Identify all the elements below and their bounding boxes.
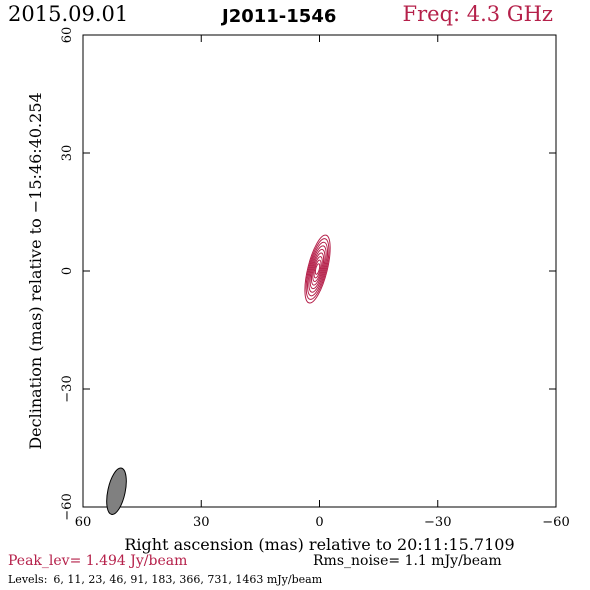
contour-level [304, 234, 331, 304]
x-tick-label: 0 [315, 515, 323, 530]
x-tick-label: −30 [424, 515, 451, 530]
contour-level [310, 252, 325, 286]
levels-label: Levels: [8, 573, 48, 586]
contour-level [307, 241, 329, 297]
contour-level [309, 248, 326, 290]
contour-level [314, 263, 321, 275]
levels-values: 6, 11, 23, 46, 91, 183, 366, 731, 1463 m… [53, 573, 323, 586]
x-tick-label: 60 [75, 515, 92, 530]
rms-noise: Rms_noise= 1.1 mJy/beam [313, 553, 502, 569]
contour-level [313, 259, 322, 279]
y-tick-label: 60 [60, 27, 75, 44]
y-tick-label: 0 [60, 267, 75, 275]
beam-shape [106, 467, 127, 515]
x-tick-label: −60 [542, 515, 569, 530]
y-tick-label: −60 [60, 493, 75, 520]
contour-levels: Levels: 6, 11, 23, 46, 91, 183, 366, 731,… [8, 573, 322, 586]
contour-level [305, 238, 330, 300]
contour-level [312, 256, 323, 282]
y-tick-label: −30 [60, 375, 75, 402]
source-name: J2011-1546 [222, 6, 337, 27]
frequency-label: Freq: 4.3 GHz [402, 2, 553, 26]
beam-ellipse [106, 467, 127, 515]
y-axis-label: Declination (mas) relative to −15:46:40.… [26, 92, 45, 449]
x-tick-label: 30 [193, 515, 210, 530]
y-tick-label: 30 [60, 145, 75, 162]
plot-axes: 60 30 0 −30 −60 −60 −30 0 30 60 [60, 27, 570, 530]
source-contours [304, 234, 331, 304]
peak-level: Peak_lev= 1.494 Jy/beam [8, 553, 188, 569]
contour-level [308, 245, 327, 293]
axis-labels: Right ascension (mas) relative to 20:11:… [26, 92, 515, 554]
observation-date: 2015.09.01 [8, 2, 129, 26]
x-axis-label: Right ascension (mas) relative to 20:11:… [124, 535, 514, 554]
